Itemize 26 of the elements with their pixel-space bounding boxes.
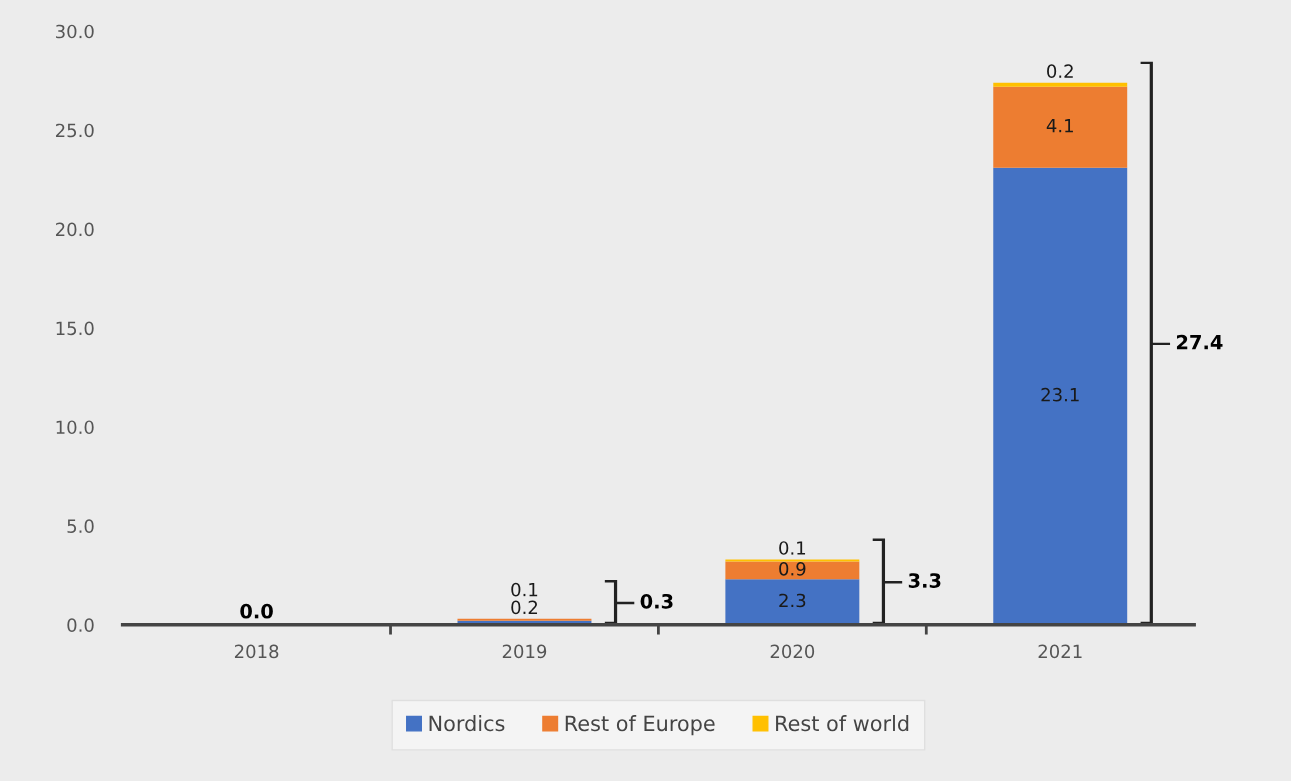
y-tick-label: 5.0 [67,519,94,533]
legend-label: Rest of world [776,715,909,732]
y-tick-label: 25.0 [55,123,94,138]
x-tick-label: 2020 [770,644,815,659]
y-tick-label: 0.0 [67,618,94,632]
total-label: 0.3 [640,593,673,609]
data-label: 0.9 [779,561,806,576]
data-label: 23.1 [1041,387,1079,402]
x-tick-label: 2019 [502,644,547,659]
legend-label: Nordics [429,715,505,732]
legend-label: Rest of Europe [565,715,715,736]
data-label: 0.2 [1047,64,1073,79]
data-label: 0.2 [511,600,538,615]
y-tick-label: 20.0 [55,222,94,237]
data-label: 2.3 [779,593,806,608]
x-tick-label: 2018 [234,644,279,659]
total-label: 3.3 [908,573,941,588]
data-label: 0.1 [779,541,806,555]
y-tick-label: 30.0 [56,24,94,39]
y-tick-label: 10.0 [56,420,94,435]
y-tick-label: 15.0 [56,321,94,336]
total-label: 27.4 [1176,334,1223,350]
x-tick-label: 2021 [1038,644,1082,659]
total-label: 0.0 [240,603,273,619]
data-label: 4.1 [1046,119,1073,133]
data-label: 0.1 [511,582,538,597]
